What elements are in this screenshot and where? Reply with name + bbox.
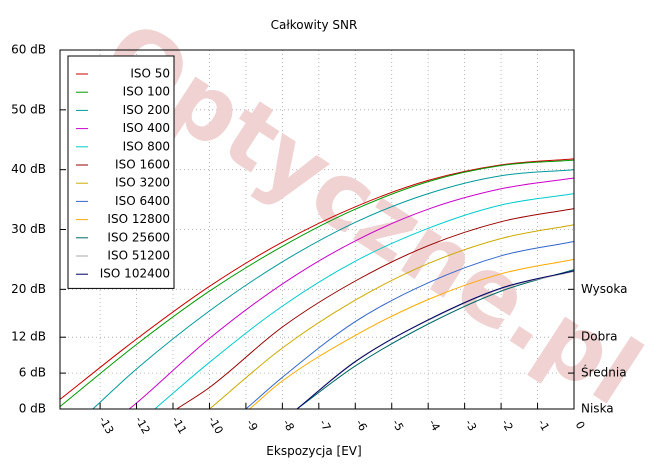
y-tick-label: 50 dB — [11, 102, 46, 116]
quality-label: Wysoka — [581, 282, 627, 296]
x-tick-label: -11 — [169, 414, 189, 436]
legend-entry: ISO 12800 — [107, 212, 170, 226]
x-tick-label: -2 — [499, 417, 516, 433]
x-tick-label: -13 — [96, 414, 116, 436]
series-line-iso-800 — [154, 193, 575, 410]
x-tick-label: -12 — [132, 414, 152, 436]
y-tick-label: 12 dB — [11, 330, 46, 344]
x-tick-label: -1 — [535, 417, 552, 433]
series-line-iso-3200 — [209, 224, 575, 410]
series-line-iso-51200 — [296, 270, 575, 410]
quality-label: Niska — [581, 402, 614, 416]
x-tick-label: 0 — [573, 419, 588, 432]
y-tick-label: 20 dB — [11, 282, 46, 296]
series-line-iso-50 — [59, 158, 575, 400]
x-tick-label: -9 — [244, 417, 261, 433]
y-tick-label: 30 dB — [11, 222, 46, 236]
x-tick-label: -7 — [316, 417, 333, 433]
quality-label: Dobra — [581, 330, 618, 344]
series-line-iso-200 — [92, 169, 575, 410]
legend-entry: ISO 200 — [123, 103, 170, 117]
legend-entry: ISO 400 — [123, 121, 170, 135]
series-line-iso-100 — [59, 159, 575, 407]
legend-entry: ISO 1600 — [115, 158, 170, 172]
legend-entry: ISO 102400 — [100, 267, 170, 281]
series-line-iso-25600 — [296, 269, 575, 410]
grid — [60, 50, 574, 409]
x-tick-label: -8 — [280, 417, 297, 433]
x-tick-label: -10 — [205, 414, 225, 436]
series-line-iso-12800 — [249, 258, 575, 410]
y-tick-label: 0 dB — [19, 402, 46, 416]
legend-entry: ISO 3200 — [115, 176, 170, 190]
legend-entry: ISO 800 — [123, 139, 170, 153]
chart-title: Całkowity SNR — [271, 18, 358, 32]
legend-entry: ISO 6400 — [115, 194, 170, 208]
series-line-iso-102400 — [296, 270, 575, 410]
y-tick-label: 40 dB — [11, 162, 46, 176]
series-line-iso-400 — [128, 177, 575, 410]
legend-entry: ISO 51200 — [107, 249, 170, 263]
quality-label: Średnia — [581, 365, 627, 380]
x-tick-label: -4 — [426, 417, 443, 433]
legend-entry: ISO 50 — [130, 67, 170, 81]
legend: ISO 50 ISO 100 ISO 200 ISO 400 ISO 800 ISO 16… — [67, 55, 175, 289]
series-group — [59, 158, 575, 410]
y-tick-label: 6 dB — [19, 366, 46, 380]
series-line-iso-6400 — [245, 241, 575, 410]
x-tick-label: -5 — [389, 417, 406, 433]
x-tick-label: -3 — [462, 417, 479, 433]
series-line-iso-1600 — [176, 208, 575, 410]
y-tick-label: 60 dB — [11, 43, 46, 57]
x-axis-label: Ekspozycja [EV] — [266, 444, 361, 458]
legend-entry: ISO 25600 — [107, 230, 170, 244]
x-tick-label: -6 — [353, 417, 370, 433]
legend-entry: ISO 100 — [123, 85, 170, 99]
legend-box — [67, 55, 175, 289]
